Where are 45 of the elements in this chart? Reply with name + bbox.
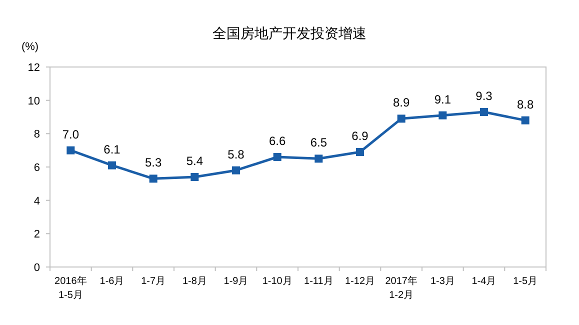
data-label: 6.6 <box>268 134 286 148</box>
y-tick-label: 8 <box>34 128 40 141</box>
y-tick-label: 6 <box>34 162 40 174</box>
y-tick-label: 0 <box>34 262 40 274</box>
x-tick-label: 1-8月 <box>182 276 207 287</box>
x-tick-label: 2017年 1-2月 <box>385 275 418 301</box>
y-tick-label: 2 <box>34 228 40 241</box>
data-label: 6.5 <box>310 136 328 150</box>
data-label: 9.1 <box>434 92 452 106</box>
point <box>438 111 447 120</box>
x-tick-label: 1-12月 <box>344 276 376 287</box>
x-tick-label: 1-4月 <box>472 276 496 287</box>
point <box>356 148 364 156</box>
data-label: 5.3 <box>144 156 162 170</box>
x-tick-label: 2016年 1-5月 <box>54 275 87 301</box>
point <box>314 154 323 163</box>
data-label: 5.8 <box>228 147 245 162</box>
point <box>480 108 488 116</box>
y-tick-label: 4 <box>34 195 40 208</box>
y-tick-label: 10 <box>28 95 40 108</box>
point <box>190 173 199 181</box>
point <box>66 146 75 154</box>
y-tick-label: 12 <box>28 62 40 74</box>
point <box>232 166 240 174</box>
data-label: 7.0 <box>62 127 80 142</box>
data-label: 6.1 <box>104 142 121 156</box>
data-label: 5.4 <box>186 154 204 168</box>
x-tick-label: 1-11月 <box>304 276 334 287</box>
point <box>521 116 530 124</box>
x-tick-label: 1-6月 <box>100 276 124 287</box>
point <box>149 174 158 183</box>
x-tick-label: 1-7月 <box>141 276 166 287</box>
point <box>108 161 116 170</box>
x-tick-label: 1-9月 <box>224 276 248 287</box>
point <box>273 153 282 161</box>
data-label: 8.9 <box>392 96 410 110</box>
data-label: 8.8 <box>516 97 534 112</box>
y-axis-title: (%) <box>21 41 39 53</box>
point <box>397 114 406 123</box>
x-tick-label: 1-3月 <box>430 276 455 287</box>
data-label: 9.3 <box>476 89 493 103</box>
x-tick-label: 1-5月 <box>513 276 538 287</box>
x-tick-label: 1-10月 <box>262 276 292 287</box>
data-label: 6.9 <box>352 129 369 143</box>
chart-title: 全国房地产开发投资增速 <box>212 25 366 41</box>
